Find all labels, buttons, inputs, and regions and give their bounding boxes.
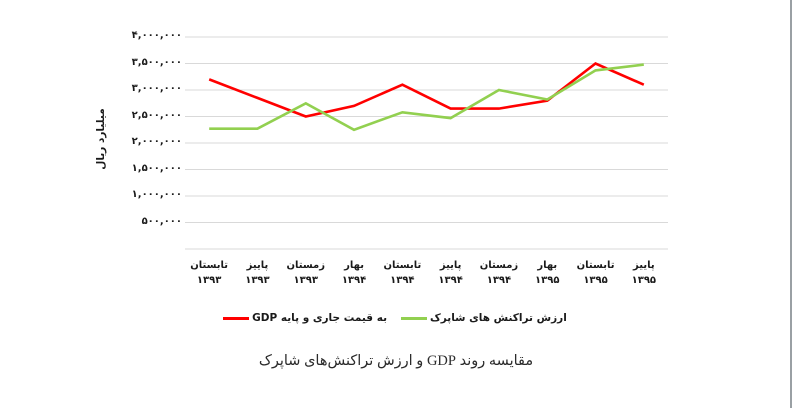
x-tick-season: تابستان	[190, 260, 229, 271]
x-tick-season: پاییز	[633, 260, 655, 271]
x-tick-year: ۱۳۹۳	[196, 275, 222, 286]
page-edge-line	[790, 0, 792, 408]
gdp-series-line	[208, 62, 645, 118]
y-tick-label: ۲,۵۰۰,۰۰۰	[131, 109, 182, 121]
x-tick-label: پاییز ۱۳۹۵	[610, 258, 678, 288]
legend-item-gdp: GDP به قیمت جاری و پایه	[223, 312, 387, 324]
legend-label-shaparak: ارزش تراکنش های شاپرک	[430, 312, 567, 324]
x-tick-year: ۱۳۹۳	[293, 275, 318, 286]
legend: GDP به قیمت جاری و پایه ارزش تراکنش های …	[165, 308, 625, 328]
x-tick-year: ۱۳۹۴	[438, 275, 463, 286]
gdp-line-swatch	[223, 316, 250, 320]
y-tick-label: ۱,۰۰۰,۰۰۰	[131, 189, 182, 200]
y-tick-label: ۳,۵۰۰,۰۰۰	[131, 56, 182, 68]
y-tick-label: ۵۰۰,۰۰۰	[141, 215, 182, 227]
y-tick-label: ۳,۰۰۰,۰۰۰	[131, 83, 182, 94]
x-tick-year: ۱۳۹۵	[583, 275, 608, 286]
x-tick-label: زمستان ۱۳۹۳	[272, 258, 340, 288]
x-tick-season: پاییز	[439, 260, 462, 271]
x-tick-season: تابستان	[576, 260, 615, 271]
x-tick-year: ۱۳۹۵	[631, 275, 657, 286]
y-tick-label: ۱,۵۰۰,۰۰۰	[131, 162, 182, 174]
shaparak-line-swatch	[401, 316, 428, 320]
shaparak-series-line	[209, 63, 644, 132]
x-tick-season: زمستان	[286, 260, 326, 271]
x-tick-label: تابستان ۱۳۹۴	[368, 258, 436, 288]
x-tick-season: بهار	[537, 260, 558, 271]
x-tick-year: ۱۳۹۵	[535, 275, 560, 286]
x-tick-label: بهار ۱۳۹۴	[320, 258, 388, 288]
x-tick-label: بهار ۱۳۹۵	[513, 258, 581, 288]
y-tick-label: ۴,۰۰۰,۰۰۰	[131, 30, 182, 41]
x-tick-year: ۱۳۹۳	[245, 275, 270, 286]
x-tick-season: بهار	[344, 260, 364, 271]
x-tick-label: پاییز ۱۳۹۴	[417, 258, 485, 288]
x-tick-year: ۱۳۹۴	[486, 275, 512, 286]
x-tick-label: تابستان ۱۳۹۳	[175, 258, 243, 288]
chart-caption: مقایسه روند GDP و ارزش تراکنش‌های شاپرک	[258, 353, 534, 369]
x-tick-season: تابستان	[383, 260, 422, 271]
x-tick-year: ۱۳۹۴	[390, 275, 415, 286]
legend-item-shaparak: ارزش تراکنش های شاپرک	[401, 312, 567, 324]
x-tick-label: پاییز ۱۳۹۳	[223, 258, 291, 288]
legend-label-gdp: GDP به قیمت جاری و پایه	[252, 312, 388, 324]
x-tick-label: تابستان ۱۳۹۵	[562, 258, 630, 288]
x-tick-season: پاییز	[246, 260, 269, 271]
x-tick-season: زمستان	[479, 260, 519, 271]
x-tick-year: ۱۳۹۴	[341, 275, 367, 286]
x-tick-label: زمستان ۱۳۹۴	[465, 258, 533, 288]
y-tick-label: ۲,۰۰۰,۰۰۰	[131, 136, 182, 147]
